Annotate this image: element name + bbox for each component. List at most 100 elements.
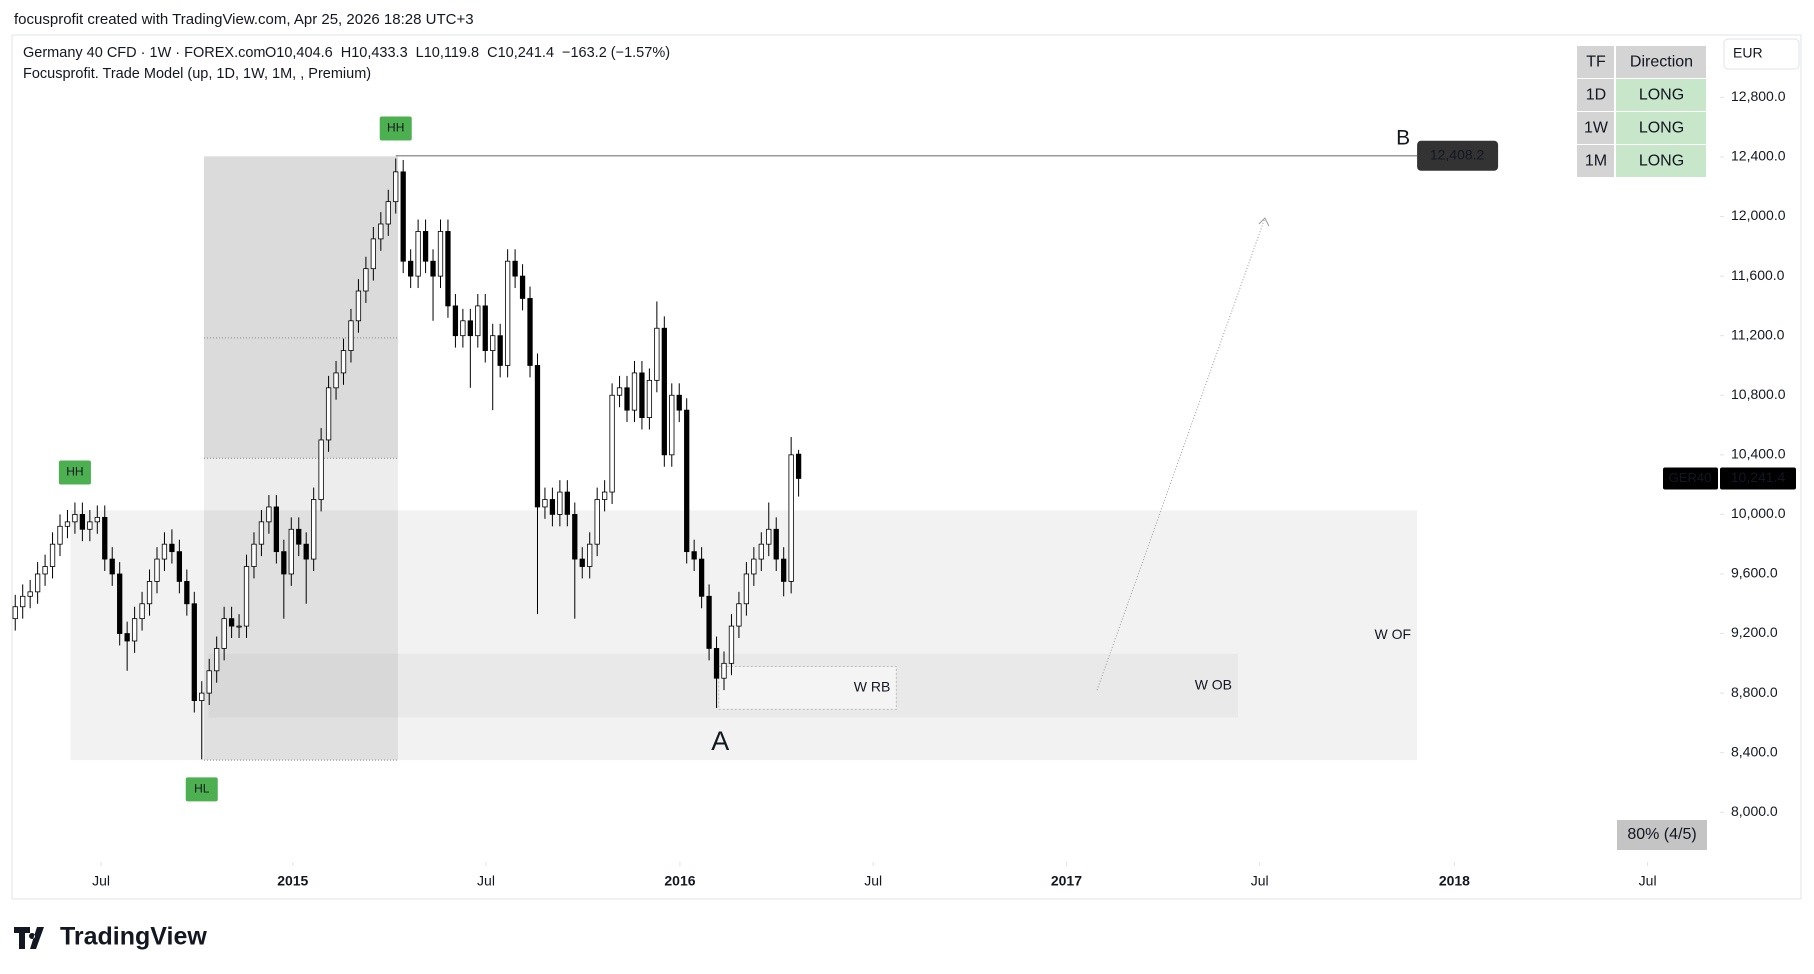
candle-body — [191, 603, 197, 701]
candle-body — [519, 275, 526, 299]
candle-body — [214, 648, 220, 672]
score-badge — [1617, 820, 1707, 850]
table-header-cell — [1616, 46, 1706, 78]
candle-body — [169, 543, 175, 553]
currency-box[interactable] — [1723, 38, 1800, 70]
point-label: A — [711, 726, 729, 756]
x-tick-label: 2015 — [277, 873, 308, 889]
premium-box — [203, 156, 398, 459]
level-label: 12,408.2 — [1430, 146, 1485, 162]
candle-body — [646, 379, 653, 418]
candle-body — [109, 558, 115, 575]
candle-body — [542, 499, 548, 508]
candle-body — [766, 528, 772, 545]
candle-body — [422, 231, 429, 262]
candle-body — [661, 327, 667, 456]
y-tick-label: 10,400.0 — [1731, 446, 1786, 462]
level-name: B — [1396, 126, 1410, 149]
level-label-box — [1417, 140, 1499, 171]
y-tick-label: 11,600.0 — [1731, 267, 1785, 283]
candle-body — [684, 409, 690, 553]
swing-label-box — [58, 460, 91, 485]
candle-body — [549, 499, 556, 515]
candle-body — [616, 387, 623, 396]
candle-body — [624, 387, 630, 411]
candle-body — [57, 525, 63, 545]
candle-body — [460, 320, 466, 337]
candle-body — [303, 543, 309, 560]
candle-body — [654, 327, 660, 381]
zone-label: W OF — [1375, 626, 1412, 642]
candle-body — [20, 595, 26, 608]
zone-label: W OB — [1195, 676, 1232, 692]
y-tick-label: 9,600.0 — [1731, 565, 1778, 581]
candle-body — [94, 516, 100, 523]
candle-body — [87, 521, 93, 530]
candle-body — [728, 625, 735, 664]
candle-body — [154, 558, 160, 582]
y-tick-label: 8,800.0 — [1731, 684, 1778, 700]
table-cell — [1577, 112, 1614, 144]
candle-body — [706, 595, 712, 649]
candle-body — [497, 335, 503, 366]
candle-body — [49, 543, 56, 567]
candle-body — [161, 543, 168, 560]
candle-body — [221, 618, 227, 649]
candle-body — [296, 528, 302, 545]
candle-body — [490, 335, 496, 351]
x-tick-label: 2018 — [1439, 873, 1470, 889]
candle-body — [288, 528, 294, 575]
score-text: 80% (4/5) — [1627, 826, 1696, 843]
brand-logo — [14, 927, 44, 949]
brand-name: TradingView — [60, 923, 207, 951]
table-cell — [1616, 112, 1706, 144]
candle-body — [355, 290, 362, 322]
candle-body — [176, 551, 183, 582]
x-tick-label: Jul — [1251, 873, 1269, 889]
discount-box — [203, 458, 398, 761]
y-tick-label: 8,400.0 — [1731, 743, 1778, 759]
ohlc-value: H10,433.3 — [341, 45, 408, 61]
table-cell-text: LONG — [1639, 87, 1684, 104]
swing-label: HH — [387, 121, 404, 135]
candle-body — [691, 551, 697, 560]
candle-body — [184, 581, 190, 605]
candle-body — [363, 268, 369, 292]
candle-body — [378, 223, 384, 240]
ohlc-value: O10,404.6 — [265, 45, 333, 61]
candle-body — [572, 514, 578, 560]
projection-arrow — [1096, 217, 1266, 691]
price-badge-text: 10,241.4 — [1731, 469, 1786, 485]
swing-label-box — [379, 116, 412, 141]
candle-body — [12, 606, 18, 620]
candle-body — [146, 581, 153, 605]
symbol-badge-text: GER40 — [1669, 470, 1712, 485]
table-cell — [1577, 79, 1614, 111]
table-cell — [1577, 145, 1614, 177]
candle-body — [34, 573, 41, 593]
table-header-text: Direction — [1630, 54, 1693, 71]
candle-body — [42, 566, 48, 575]
candle-body — [206, 670, 212, 694]
table-cell-text: LONG — [1639, 153, 1684, 170]
candle-body — [131, 618, 138, 642]
y-tick-label: 8,000.0 — [1731, 803, 1778, 819]
candle-body — [258, 521, 265, 545]
attribution: focusprofit created with TradingView.com… — [14, 11, 474, 28]
candle-body — [751, 558, 757, 575]
candle-body — [713, 648, 720, 679]
candle-body — [781, 558, 787, 582]
candle-body — [273, 506, 279, 553]
candle-body — [139, 603, 145, 620]
x-tick-label: Jul — [477, 873, 495, 889]
y-tick-label: 12,400.0 — [1731, 148, 1786, 164]
swing-label: HH — [66, 465, 83, 479]
candle-body — [243, 566, 250, 627]
candle-body — [698, 558, 705, 597]
candle-body — [452, 305, 459, 337]
x-tick-label: 2016 — [664, 873, 695, 889]
candle-body — [400, 171, 406, 262]
candle-body — [467, 320, 473, 337]
candle-body — [534, 365, 541, 508]
